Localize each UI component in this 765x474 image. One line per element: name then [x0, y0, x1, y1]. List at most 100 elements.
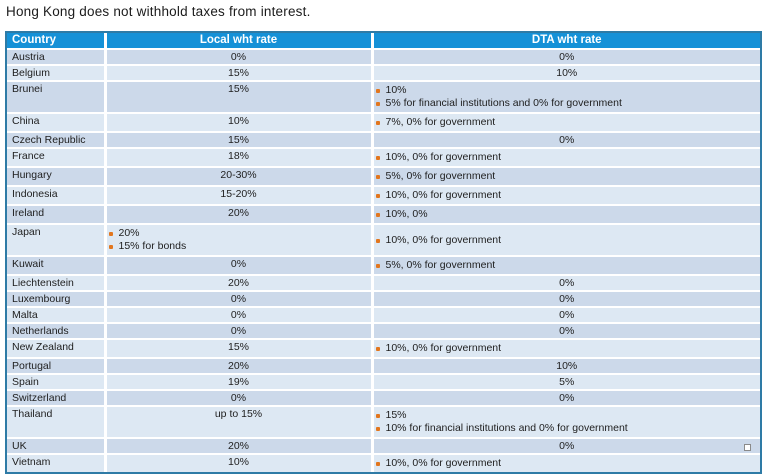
table-row: Czech Republic 15% 0%	[7, 132, 760, 149]
bullet-item: 10%	[374, 84, 761, 97]
bullet-item: 5%, 0% for government	[374, 259, 761, 272]
table-row: Kuwait 0% 5%, 0% for government	[7, 256, 761, 276]
dta-wht-rate-cell: 0%	[370, 49, 760, 66]
table-header-row: Country Local wht rate DTA wht rate	[7, 33, 760, 50]
bullet-icon	[375, 462, 380, 466]
country-cell: New Zealand	[7, 339, 105, 359]
resize-handle[interactable]	[744, 444, 751, 451]
table-row: China 10% 7%, 0% for government	[7, 113, 761, 133]
bullet-icon	[108, 232, 113, 236]
dta-wht-rate-cell: 5%, 0% for government	[370, 256, 761, 276]
local-wht-rate-cell: 15%	[103, 132, 372, 149]
country-cell: Liechtenstein	[7, 275, 105, 292]
country-cell: Switzerland	[7, 390, 105, 407]
table-row: Vietnam 10% 10%, 0% for government	[7, 454, 760, 472]
bullet-icon	[375, 194, 380, 198]
country-cell: Luxembourg	[7, 291, 105, 308]
column-header-dta-wht-rate: DTA wht rate	[370, 33, 760, 50]
table-row: France 18% 10%, 0% for government	[7, 148, 761, 168]
dta-wht-rate-cell: 0%	[370, 323, 760, 340]
dta-wht-rate-cell: 5%, 0% for government	[370, 167, 761, 187]
bullet-icon	[375, 156, 380, 160]
bullet-icon	[375, 238, 380, 243]
table-row: Liechtenstein 20% 0%	[7, 275, 760, 292]
local-wht-rate-cell: 20%	[103, 205, 372, 225]
bullet-item: 10%, 0% for government	[374, 151, 761, 164]
table-row: Hungary 20-30% 5%, 0% for government	[7, 167, 761, 187]
bullet-item: 15% for bonds	[107, 240, 371, 253]
country-cell: Malta	[7, 307, 105, 324]
table-row: Brunei 15% 10% 5% for financial institution…	[7, 81, 761, 114]
bullet-item: 10%, 0%	[374, 208, 761, 221]
country-cell: Belgium	[7, 65, 105, 82]
dta-wht-rate-cell: 10%, 0% for government	[370, 224, 760, 257]
table-row: New Zealand 15% 10%, 0% for government	[7, 339, 761, 359]
dta-wht-rate-cell: 10%, 0% for government	[370, 148, 761, 168]
local-wht-rate-cell: 0%	[103, 291, 372, 308]
page-title: Hong Kong does not withhold taxes from i…	[6, 4, 311, 19]
column-header-local-wht-rate: Local wht rate	[103, 33, 372, 50]
table-body: Austria 0% 0% Belgium 15% 10% Brunei 15% 10% 5% f…	[7, 49, 760, 472]
table-row: Indonesia 15-20% 10%, 0% for government	[7, 186, 761, 206]
table-row: Belgium 15% 10%	[7, 65, 760, 82]
wht-rates-table: Country Local wht rate DTA wht rate Aust…	[5, 31, 762, 474]
country-cell: Portugal	[7, 358, 105, 375]
dta-wht-rate-cell: 10%	[370, 65, 760, 82]
local-wht-rate-cell: 15%	[103, 339, 372, 359]
dta-wht-rate-cell: 0%	[370, 438, 760, 455]
table-row: Netherlands 0% 0%	[7, 323, 760, 340]
local-wht-rate-cell: 0%	[103, 307, 372, 324]
bullet-item: 10%, 0% for government	[374, 342, 761, 355]
bullet-item: 5% for financial institutions and 0% for…	[374, 97, 761, 110]
dta-wht-rate-cell: 0%	[370, 275, 760, 292]
local-wht-rate-cell: 19%	[103, 374, 372, 391]
bullet-item: 5%, 0% for government	[374, 170, 761, 183]
bullet-icon	[375, 175, 380, 179]
dta-wht-rate-cell: 0%	[370, 132, 760, 149]
local-wht-rate-cell: 15%	[103, 65, 372, 82]
dta-wht-rate-cell: 10%, 0% for government	[370, 186, 761, 206]
country-cell: Thailand	[7, 406, 105, 439]
country-cell: China	[7, 113, 105, 133]
local-wht-rate-cell: 10%	[103, 454, 372, 472]
local-wht-rate-cell: 0%	[103, 49, 372, 66]
table-row: Luxembourg 0% 0%	[7, 291, 760, 308]
bullet-item: 7%, 0% for government	[374, 116, 761, 129]
country-cell: Czech Republic	[7, 132, 105, 149]
table-row: Austria 0% 0%	[7, 49, 760, 66]
country-cell: Netherlands	[7, 323, 105, 340]
table-row: Switzerland 0% 0%	[7, 390, 760, 407]
local-wht-rate-cell: 20%	[103, 275, 372, 292]
column-header-country: Country	[7, 33, 105, 50]
bullet-item: 10%, 0% for government	[374, 189, 761, 202]
country-cell: Japan	[7, 224, 105, 257]
local-wht-rate-cell: 0%	[103, 256, 372, 276]
local-wht-rate-cell: up to 15%	[103, 406, 372, 439]
country-cell: UK	[7, 438, 105, 455]
table-row: UK 20% 0%	[7, 438, 760, 455]
dta-wht-rate-cell: 7%, 0% for government	[370, 113, 761, 133]
bullet-item: 20%	[107, 227, 371, 240]
country-cell: Brunei	[7, 81, 105, 114]
bullet-item: 15%	[374, 409, 761, 422]
local-wht-rate-cell: 15%	[103, 81, 372, 114]
bullet-icon	[375, 414, 380, 418]
local-wht-rate-cell: 15-20%	[103, 186, 372, 206]
bullet-icon	[375, 121, 380, 125]
country-cell: Ireland	[7, 205, 105, 225]
bullet-icon	[375, 347, 380, 351]
table-row: Thailand up to 15% 15% 10% for financial in…	[7, 406, 761, 439]
country-cell: Vietnam	[7, 454, 105, 472]
bullet-icon	[375, 102, 380, 106]
dta-wht-rate-cell: 0%	[370, 291, 760, 308]
bullet-icon	[375, 264, 380, 268]
country-cell: Kuwait	[7, 256, 105, 276]
dta-wht-rate-cell: 10%	[370, 358, 760, 375]
wht-rates-table-grid: Country Local wht rate DTA wht rate Aust…	[7, 33, 760, 472]
country-cell: Spain	[7, 374, 105, 391]
dta-wht-rate-cell: 15% 10% for financial institutions and 0%…	[370, 406, 761, 439]
dta-wht-rate-cell: 0%	[370, 390, 760, 407]
bullet-item: 10% for financial institutions and 0% fo…	[374, 422, 761, 435]
dta-wht-rate-cell: 10%, 0% for government	[370, 454, 760, 472]
bullet-icon	[375, 89, 380, 93]
